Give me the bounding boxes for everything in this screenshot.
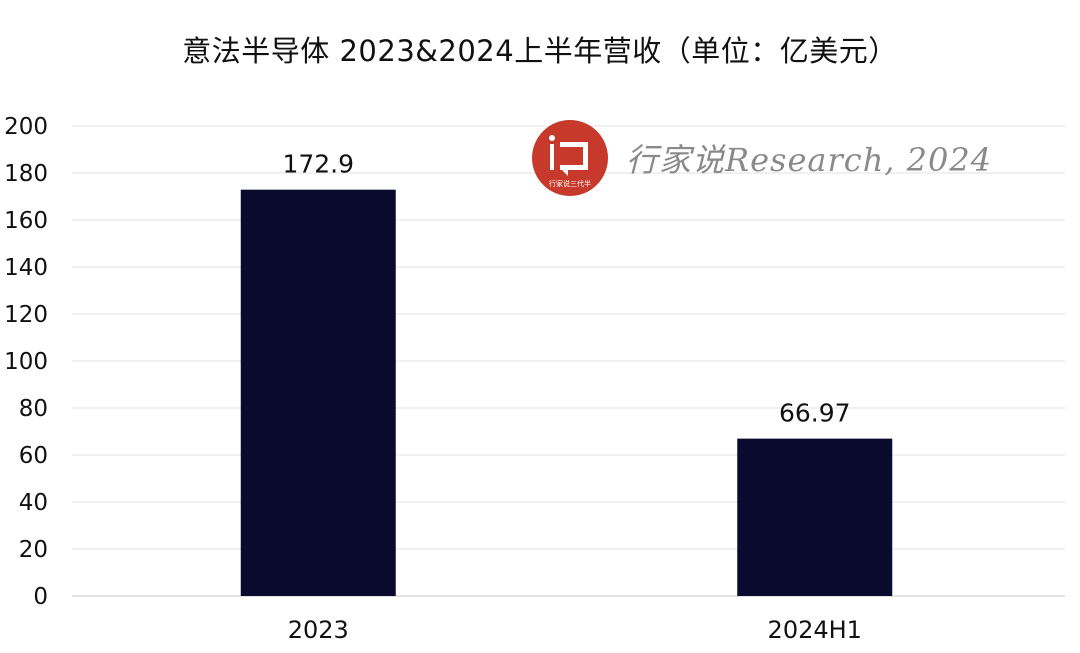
x-category-label: 2024H1 [768,616,862,644]
watermark-text: 行家说Research, 2024 [626,141,993,179]
y-axis-ticks: 0 20 40 60 80 100 120 140 160 180 200 [4,114,48,610]
x-category-label: 2023 [288,616,349,644]
data-label: 66.97 [779,399,851,428]
bar [737,438,893,596]
y-tick-label: 160 [4,208,48,234]
y-tick-label: 140 [4,255,48,281]
watermark: 行家说三代半 行家说Research, 2024 [528,118,992,198]
y-tick-label: 40 [19,490,48,516]
y-tick-label: 180 [4,161,48,187]
x-axis-categories: 2023 2024H1 [288,616,862,644]
y-tick-label: 80 [19,396,48,422]
data-labels: 172.9 66.97 [282,150,850,428]
y-tick-label: 120 [4,302,48,328]
watermark-logo-text: 行家说三代半 [549,179,591,188]
data-label: 172.9 [282,150,354,179]
y-tick-label: 60 [19,443,48,469]
chart-title: 意法半导体 2023&2024上半年营收（单位：亿美元） [182,34,898,68]
bar [240,189,396,596]
bars [240,189,893,596]
y-tick-label: 20 [19,537,48,563]
y-tick-label: 200 [4,114,48,140]
y-tick-label: 100 [4,349,48,375]
watermark-logo-icon: 行家说三代半 [532,120,608,196]
y-tick-label: 0 [33,584,48,610]
